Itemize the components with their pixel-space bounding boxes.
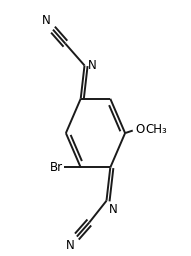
Text: N: N xyxy=(88,59,97,72)
Text: N: N xyxy=(109,203,118,216)
Text: Br: Br xyxy=(49,161,62,174)
Text: O: O xyxy=(136,123,145,136)
Text: N: N xyxy=(42,14,51,27)
Text: CH₃: CH₃ xyxy=(145,123,167,136)
Text: N: N xyxy=(66,239,75,252)
